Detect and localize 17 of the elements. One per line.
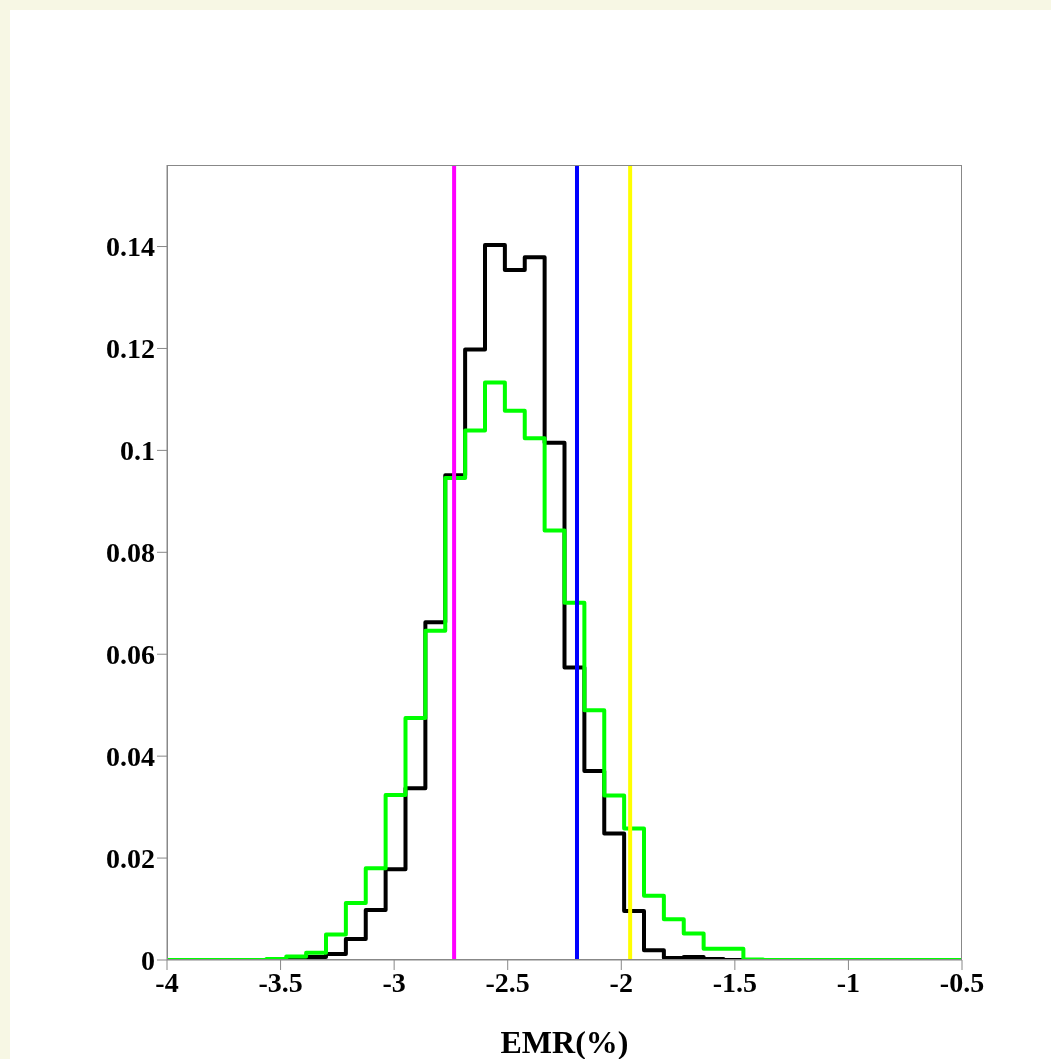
x-tick-label: -3 [382,966,406,998]
y-tick-label: 0.02 [106,843,155,875]
y-tick-label: 0 [141,944,155,976]
x-tick-label: -1.5 [712,966,758,998]
x-tick-label: -2 [609,966,633,998]
x-tick-label: -1 [836,966,861,998]
y-tick-label: 0.1 [120,435,155,467]
x-axis-title: EMR(%) [500,1024,629,1059]
y-tick-label: 0.12 [106,333,155,365]
x-tick-label: -0.5 [939,966,985,998]
y-tick-label: 0.08 [106,537,155,569]
x-tick-label: -4 [155,966,179,998]
y-tick-label: 0.14 [106,231,155,263]
y-tick-label: 0.04 [106,741,155,773]
x-tick-label: -3.5 [258,966,303,998]
y-tick-label: 0.06 [106,639,155,671]
x-tick-label: -2.5 [485,966,530,998]
